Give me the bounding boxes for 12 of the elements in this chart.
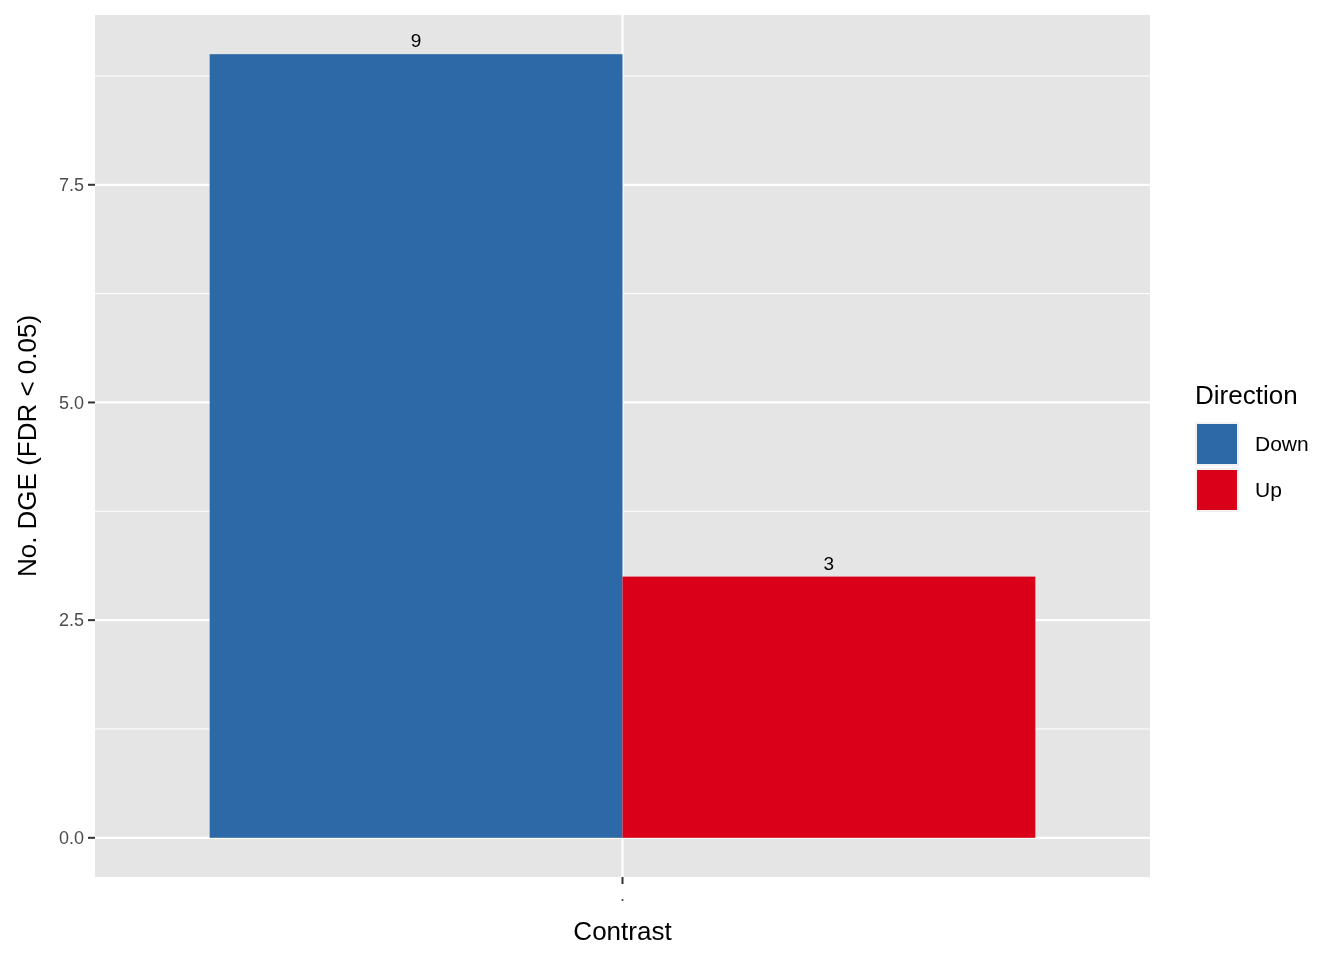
y-tick-label: 7.5 — [58, 175, 84, 196]
legend-title: Direction — [1195, 380, 1298, 410]
x-axis-title: Contrast — [573, 916, 673, 946]
y-tick-label: 2.5 — [58, 610, 84, 631]
legend-label: Down — [1255, 432, 1309, 456]
legend-label: Up — [1255, 478, 1282, 502]
x-tick-label: . — [619, 885, 626, 905]
data-label: 3 — [823, 552, 835, 574]
y-axis-title: No. DGE (FDR < 0.05) — [12, 314, 42, 578]
y-tick-label: 5.0 — [58, 392, 84, 413]
data-label: 9 — [410, 30, 422, 52]
y-tick-label: 0.0 — [58, 828, 84, 849]
